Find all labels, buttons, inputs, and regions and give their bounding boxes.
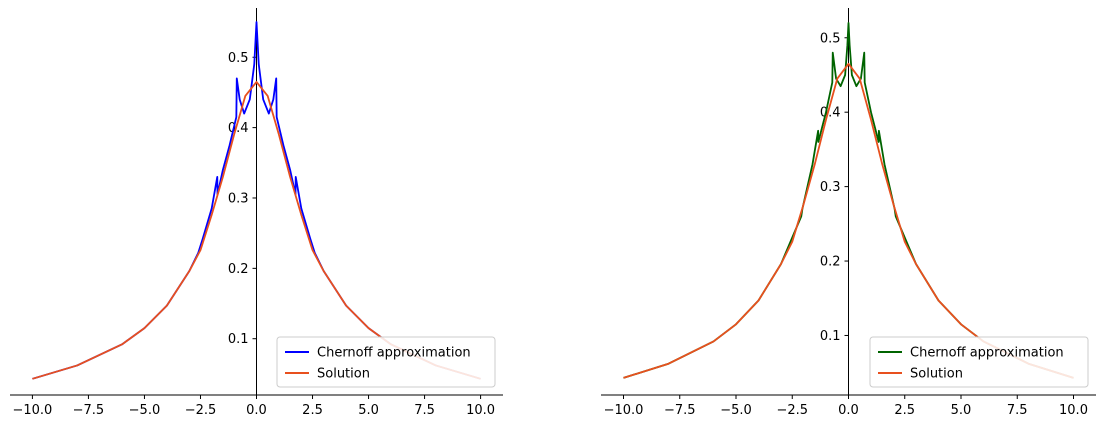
x-tick-label: 10.0 [466, 403, 495, 418]
legend-box [276, 336, 496, 388]
x-tick-label: −5.0 [720, 403, 752, 418]
y-tick-label: 0.3 [820, 180, 841, 195]
x-tick-label: 7.5 [414, 403, 435, 418]
x-tick-label: 2.5 [894, 403, 915, 418]
legend: Chernoff approximation Solution [869, 336, 1089, 388]
chernoff-approximation-line [623, 21, 1074, 379]
legend-box [869, 336, 1089, 388]
y-tick-label: 0.5 [820, 31, 841, 46]
x-tick-label: −7.5 [73, 403, 105, 418]
x-tick-label: −5.0 [129, 403, 161, 418]
right-chart-panel: −10.0 −7.5 −5.0 −2.5 0.0 2.5 5.0 7.5 10.0 0.1 0.2 0… [601, 8, 1096, 418]
legend-label: Chernoff approximation [317, 346, 471, 361]
y-tick-label: 0.4 [820, 106, 841, 121]
y-tick-label: 0.2 [820, 255, 841, 270]
legend-label: Solution [910, 367, 963, 382]
y-tick-label: 0.1 [228, 332, 249, 347]
y-tick-label: 0.3 [228, 191, 249, 206]
x-tick-label: 0.0 [246, 403, 267, 418]
y-tick-label: 0.5 [228, 51, 249, 66]
x-tick-label: −10.0 [604, 403, 644, 418]
x-tick-label: −2.5 [776, 403, 808, 418]
x-tick-label: 5.0 [951, 403, 972, 418]
y-tick-label: 0.2 [228, 262, 249, 277]
legend-label: Solution [317, 367, 370, 382]
x-tick-label: 2.5 [302, 403, 323, 418]
x-tick-label: −7.5 [664, 403, 696, 418]
x-tick-label: 10.0 [1059, 403, 1088, 418]
legend: Chernoff approximation Solution [276, 336, 496, 388]
left-chart-panel: −10.0 −7.5 −5.0 −2.5 0.0 2.5 5.0 7.5 10.0 0.1 0.2 0… [10, 8, 503, 418]
x-tick-label: 7.5 [1007, 403, 1028, 418]
chernoff-approximation-line [32, 21, 481, 380]
y-tick-label: 0.1 [820, 329, 841, 344]
legend-label: Chernoff approximation [910, 346, 1064, 361]
solution-line [32, 80, 481, 380]
x-tick-label: 0.0 [838, 403, 859, 418]
solution-line [623, 62, 1074, 379]
x-tick-label: −2.5 [185, 403, 217, 418]
x-tick-label: 5.0 [358, 403, 379, 418]
x-tick-label: −10.0 [12, 403, 52, 418]
